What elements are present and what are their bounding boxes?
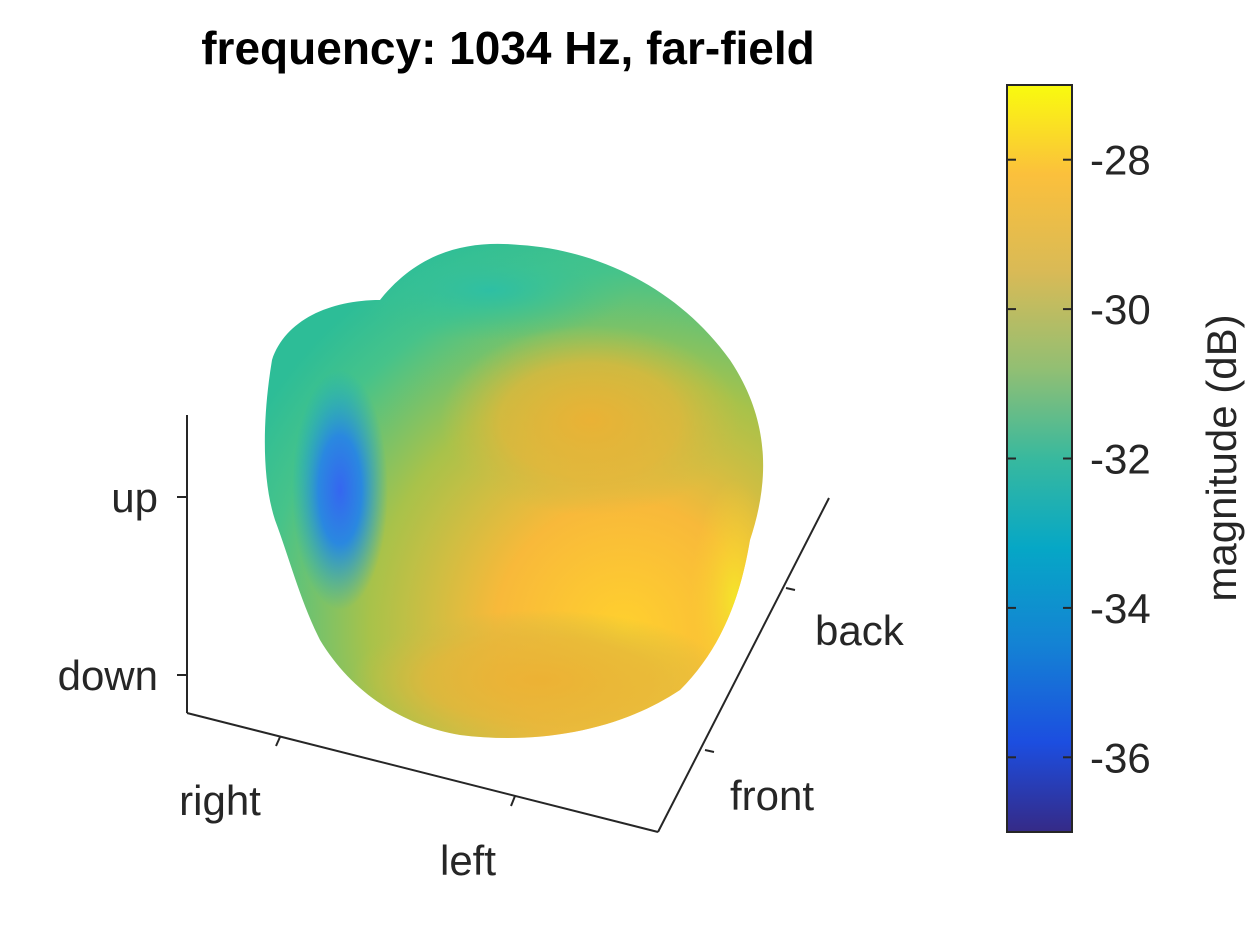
y-tick-label-back: back xyxy=(815,607,905,654)
surface-bottom-warm xyxy=(350,610,730,738)
colorbar-tick-label: -32 xyxy=(1090,436,1151,483)
x-tick-left xyxy=(510,795,516,807)
colorbar-tick-label: -30 xyxy=(1090,286,1151,333)
colorbar-gradient xyxy=(1006,84,1073,833)
x-axis-line xyxy=(186,712,659,833)
surface-top-ridge xyxy=(350,243,630,340)
chart-title: frequency: 1034 Hz, far-field xyxy=(201,22,815,74)
y-tick-back xyxy=(785,587,796,591)
axes-3d xyxy=(177,415,830,833)
x-tick-right xyxy=(275,736,281,747)
surface-left-lobe xyxy=(292,370,388,610)
colorbar-tick-label: -34 xyxy=(1090,585,1151,632)
surface-right-edge xyxy=(690,480,764,720)
y-axis-line xyxy=(657,497,830,833)
colorbar-label: magnitude (dB) xyxy=(1198,314,1245,601)
y-tick-front xyxy=(704,749,715,753)
x-tick-label-left: left xyxy=(440,837,496,884)
colorbar-ticks: -36 -34 -32 -30 -28 xyxy=(1007,137,1151,781)
y-tick-label-front: front xyxy=(730,772,814,819)
surface-warm-region xyxy=(440,325,740,515)
x-tick-label-right: right xyxy=(179,777,261,824)
colorbar-tick-label: -36 xyxy=(1090,734,1151,781)
colorbar: -36 -34 -32 -30 -28 magnitude (dB) xyxy=(1006,84,1245,833)
directivity-surface xyxy=(264,243,764,738)
z-tick-label-down: down xyxy=(58,652,158,699)
z-tick-label-up: up xyxy=(111,474,158,521)
colorbar-tick-label: -28 xyxy=(1090,137,1151,184)
